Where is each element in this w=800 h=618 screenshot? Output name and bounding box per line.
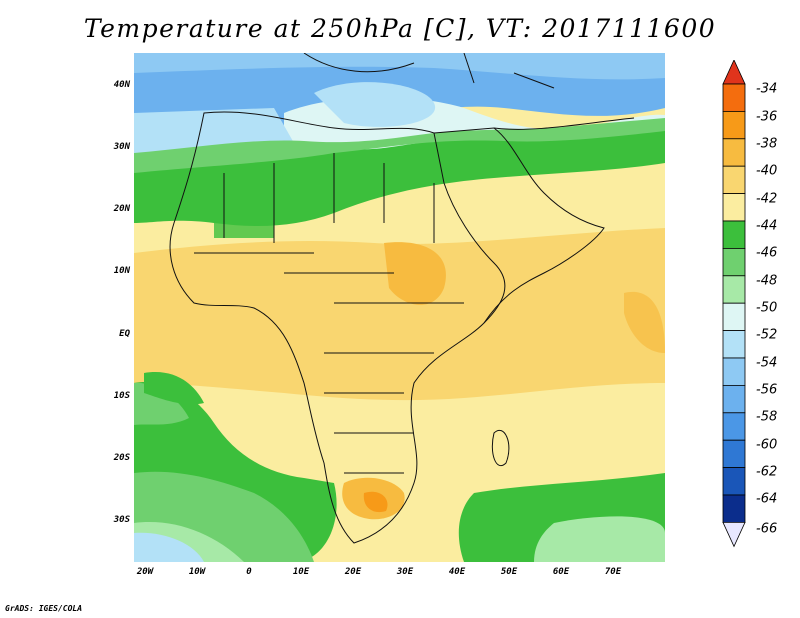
- colorbar-label: -38: [756, 136, 778, 152]
- colorbar-label: -54: [756, 355, 778, 371]
- colorbar-label: -64: [756, 491, 778, 507]
- lat-label-30s: 30S: [113, 515, 130, 525]
- lat-label-10s: 10S: [113, 391, 130, 401]
- lon-label-60e: 60E: [552, 567, 570, 577]
- lat-label-20s: 20S: [113, 453, 130, 463]
- colorbar-label: -60: [756, 437, 778, 453]
- lon-label-0: 0: [246, 567, 252, 577]
- lon-label-20e: 20E: [344, 567, 362, 577]
- colorbar-segment: [722, 439, 746, 469]
- colorbar-label: -40: [756, 163, 778, 179]
- colorbar-segment: [722, 412, 746, 441]
- colorbar-label: -46: [756, 245, 778, 261]
- colorbar-label: -42: [756, 191, 778, 207]
- lat-label-20n: 20N: [113, 204, 130, 214]
- colorbar-segment: [722, 302, 746, 331]
- lon-label-40e: 40E: [448, 567, 466, 577]
- lat-label-30n: 30N: [113, 142, 130, 152]
- colorbar-segment: [722, 494, 746, 523]
- colorbar-label: -48: [756, 273, 778, 289]
- colorbar-segment: [722, 275, 746, 304]
- colorbar-label: -34: [756, 81, 778, 97]
- map-title: Temperature at 250hPa [C], VT: 201711160…: [83, 14, 717, 43]
- lon-label-70e: 70E: [604, 567, 622, 577]
- colorbar-label: -52: [756, 327, 778, 343]
- lon-label-10e: 10E: [292, 567, 310, 577]
- color-scale-bar: [722, 60, 746, 548]
- colorbar-label: -66: [756, 521, 778, 537]
- colorbar-label: -62: [756, 464, 778, 480]
- lon-label-30e: 30E: [396, 567, 414, 577]
- colorbar-segment: [722, 138, 746, 167]
- colorbar-segment: [722, 111, 746, 140]
- colorbar-segment: [722, 247, 746, 277]
- colorbar-label: -50: [756, 300, 778, 316]
- colorbar-segment: [722, 193, 746, 222]
- colorbar-segment: [722, 384, 746, 414]
- colorbar-segment: [722, 357, 746, 386]
- colorbar-segment: [722, 83, 746, 112]
- colorbar-top-arrow: [722, 60, 746, 85]
- colorbar-label: -56: [756, 382, 778, 398]
- grads-credit: GrADS: IGES/COLA: [5, 604, 83, 613]
- colorbar-segment: [722, 467, 746, 496]
- temperature-map: [134, 53, 665, 562]
- lon-label-20w: 20W: [136, 567, 154, 577]
- colorbar-segment: [722, 165, 746, 194]
- colorbar-segment: [722, 220, 746, 249]
- lat-label-10n: 10N: [113, 266, 130, 276]
- colorbar-segment: [722, 330, 746, 359]
- colorbar-bottom-arrow: [722, 521, 746, 548]
- colorbar-label: -36: [756, 109, 778, 125]
- colorbar-label: -58: [756, 409, 778, 425]
- lat-label-40n: 40N: [113, 80, 130, 90]
- colorbar-label: -44: [756, 218, 778, 234]
- lat-label-eq: EQ: [119, 329, 130, 339]
- lon-label-50e: 50E: [500, 567, 518, 577]
- lon-label-10w: 10W: [188, 567, 206, 577]
